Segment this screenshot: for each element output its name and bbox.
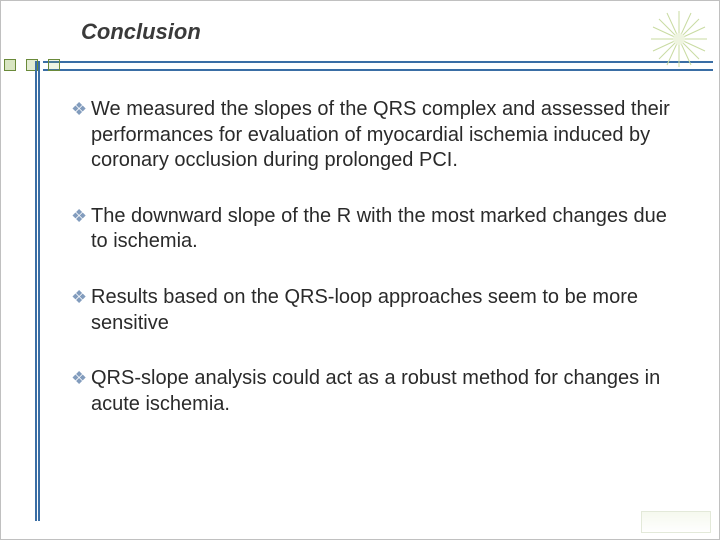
header: Conclusion bbox=[1, 1, 719, 75]
bullet-text: The downward slope of the R with the mos… bbox=[91, 204, 679, 255]
divider-line bbox=[43, 69, 713, 71]
decor-corner bbox=[641, 511, 711, 533]
bullet-text: Results based on the QRS-loop approaches… bbox=[91, 285, 679, 336]
list-item: ❖ QRS-slope analysis could act as a robu… bbox=[71, 366, 679, 417]
starburst-icon bbox=[649, 9, 709, 69]
page-title: Conclusion bbox=[81, 19, 201, 45]
bullet-text: QRS-slope analysis could act as a robust… bbox=[91, 366, 679, 417]
rail-line bbox=[38, 61, 40, 521]
diamond-bullet-icon: ❖ bbox=[71, 285, 91, 309]
rail-line bbox=[35, 61, 37, 521]
diamond-bullet-icon: ❖ bbox=[71, 204, 91, 228]
list-item: ❖ Results based on the QRS-loop approach… bbox=[71, 285, 679, 336]
content-area: ❖ We measured the slopes of the QRS comp… bbox=[71, 97, 679, 447]
decor-squares bbox=[4, 59, 60, 71]
list-item: ❖ We measured the slopes of the QRS comp… bbox=[71, 97, 679, 174]
slide: Conclusion bbox=[0, 0, 720, 540]
diamond-bullet-icon: ❖ bbox=[71, 366, 91, 390]
divider-line bbox=[43, 61, 713, 63]
diamond-bullet-icon: ❖ bbox=[71, 97, 91, 121]
decor-square bbox=[48, 59, 60, 71]
bullet-text: We measured the slopes of the QRS comple… bbox=[91, 97, 679, 174]
left-rail bbox=[35, 61, 40, 521]
decor-square bbox=[4, 59, 16, 71]
list-item: ❖ The downward slope of the R with the m… bbox=[71, 204, 679, 255]
